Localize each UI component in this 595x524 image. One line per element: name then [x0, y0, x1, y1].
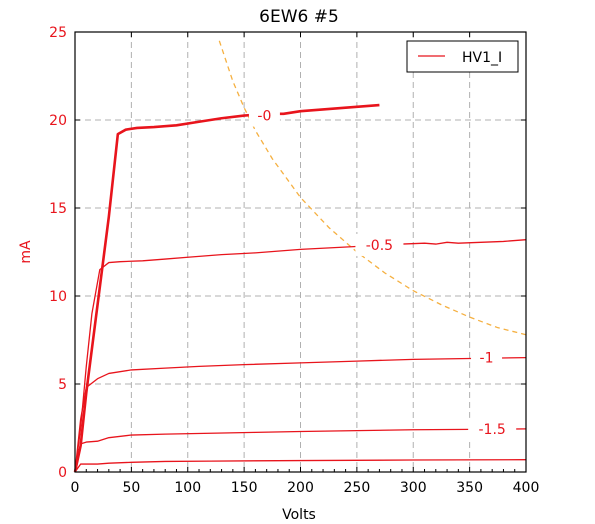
load-line-layer: [218, 40, 527, 336]
y-tick-label: 10: [49, 289, 67, 305]
x-tick-label: 350: [456, 480, 483, 496]
y-tick-label: 15: [49, 201, 67, 217]
y-tick-label: 20: [49, 113, 67, 129]
y-tick-label: 25: [49, 25, 67, 41]
x-tick-label: 150: [231, 480, 258, 496]
series-label-bg: [248, 104, 280, 127]
x-tick-label: 200: [287, 480, 314, 496]
x-tick-label: 400: [513, 480, 540, 496]
plot-frame: [74, 31, 527, 473]
series-curve: [74, 428, 527, 473]
legend: HV1_I: [406, 40, 519, 73]
y-tick-label: 0: [58, 465, 67, 481]
x-tick-label: 250: [344, 480, 371, 496]
x-tick-label: 300: [400, 480, 427, 496]
x-tick-label: 100: [174, 480, 201, 496]
series-curve: [74, 459, 527, 473]
series-label: -1.5: [479, 422, 506, 438]
series-label: -0.5: [366, 238, 393, 254]
x-tick-label: 0: [71, 480, 80, 496]
series-curve: [74, 356, 527, 473]
load-line: [218, 40, 527, 336]
x-tick-label: 50: [122, 480, 140, 496]
legend-entry: HV1_I: [462, 50, 502, 66]
chart-title: 6EW6 #5: [259, 7, 339, 27]
series-label-layer: -0 -0.5 -1 -1.5: [248, 104, 517, 440]
series-label-bg: [471, 346, 503, 369]
series-label-bg: [355, 233, 404, 256]
series-label: -0: [257, 109, 271, 125]
y-tick-label: 5: [58, 377, 67, 393]
series-label: -1: [480, 351, 494, 367]
axes: 0 50 100 150 200 250 300 350 400 0 5 10 15 20 25: [49, 25, 539, 496]
series-curve: [73, 103, 380, 473]
x-axis-label: Volts: [282, 507, 316, 523]
series-layer: [73, 103, 527, 473]
series-curve: [74, 239, 527, 473]
grid: [75, 32, 526, 472]
series-label-bg: [468, 417, 517, 440]
y-axis-label: mA: [18, 240, 34, 264]
